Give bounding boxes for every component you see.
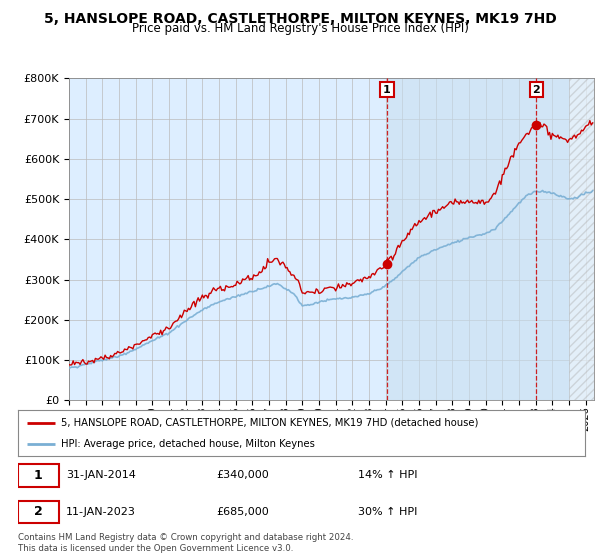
Text: 11-JAN-2023: 11-JAN-2023 <box>66 507 136 517</box>
Text: 14% ↑ HPI: 14% ↑ HPI <box>358 470 418 480</box>
Text: 2: 2 <box>34 505 43 518</box>
Bar <box>387 78 594 400</box>
Text: 2: 2 <box>532 85 540 95</box>
Text: £340,000: £340,000 <box>217 470 269 480</box>
Text: 5, HANSLOPE ROAD, CASTLETHORPE, MILTON KEYNES, MK19 7HD (detached house): 5, HANSLOPE ROAD, CASTLETHORPE, MILTON K… <box>61 418 478 428</box>
Text: Price paid vs. HM Land Registry's House Price Index (HPI): Price paid vs. HM Land Registry's House … <box>131 22 469 35</box>
Text: 31-JAN-2014: 31-JAN-2014 <box>66 470 136 480</box>
Text: 1: 1 <box>383 85 391 95</box>
Text: Contains HM Land Registry data © Crown copyright and database right 2024.
This d: Contains HM Land Registry data © Crown c… <box>18 533 353 553</box>
Text: 30% ↑ HPI: 30% ↑ HPI <box>358 507 418 517</box>
Text: 5, HANSLOPE ROAD, CASTLETHORPE, MILTON KEYNES, MK19 7HD: 5, HANSLOPE ROAD, CASTLETHORPE, MILTON K… <box>44 12 556 26</box>
Bar <box>569 78 594 400</box>
Text: £685,000: £685,000 <box>217 507 269 517</box>
Text: HPI: Average price, detached house, Milton Keynes: HPI: Average price, detached house, Milt… <box>61 439 314 449</box>
FancyBboxPatch shape <box>18 501 59 523</box>
Bar <box>569 78 594 400</box>
FancyBboxPatch shape <box>18 464 59 487</box>
Text: 1: 1 <box>34 469 43 482</box>
